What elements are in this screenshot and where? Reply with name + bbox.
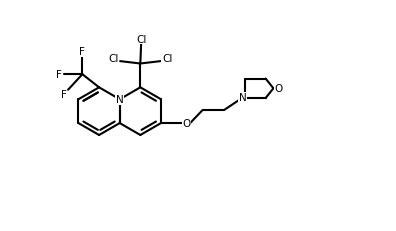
Text: Cl: Cl (162, 54, 172, 64)
Text: F: F (80, 47, 85, 57)
Text: N: N (116, 95, 124, 105)
Text: Cl: Cl (109, 54, 119, 64)
Text: O: O (182, 119, 190, 128)
Text: F: F (56, 70, 62, 80)
Text: O: O (274, 84, 282, 94)
Text: Cl: Cl (136, 35, 146, 45)
Text: N: N (239, 93, 247, 103)
Text: F: F (61, 89, 67, 99)
